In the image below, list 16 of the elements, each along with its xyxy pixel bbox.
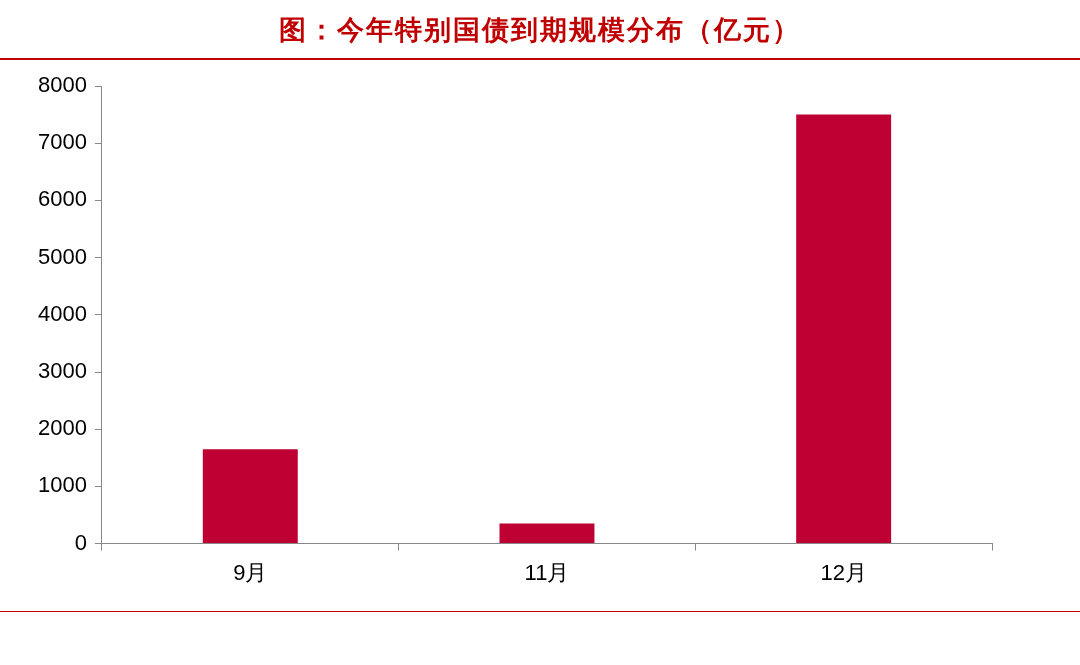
- y-tick-label: 3000: [37, 358, 87, 384]
- x-tick-label: 11月: [524, 559, 570, 585]
- chart-title: 图：今年特别国债到期规模分布（亿元）: [278, 13, 802, 47]
- y-tick-label: 0: [74, 529, 87, 555]
- y-tick-label: 8000: [37, 72, 87, 98]
- y-tick-label: 5000: [37, 243, 87, 269]
- x-tick-label: 9月: [233, 559, 268, 585]
- y-tick-label: 6000: [37, 186, 87, 212]
- bar: [796, 114, 892, 544]
- bar: [499, 523, 595, 544]
- x-tick-label: 12月: [820, 559, 867, 585]
- y-tick-label: 1000: [37, 472, 87, 498]
- y-tick-label: 4000: [37, 300, 87, 326]
- bar: [202, 449, 298, 544]
- y-tick-label: 7000: [37, 129, 87, 155]
- y-tick-label: 2000: [37, 415, 87, 441]
